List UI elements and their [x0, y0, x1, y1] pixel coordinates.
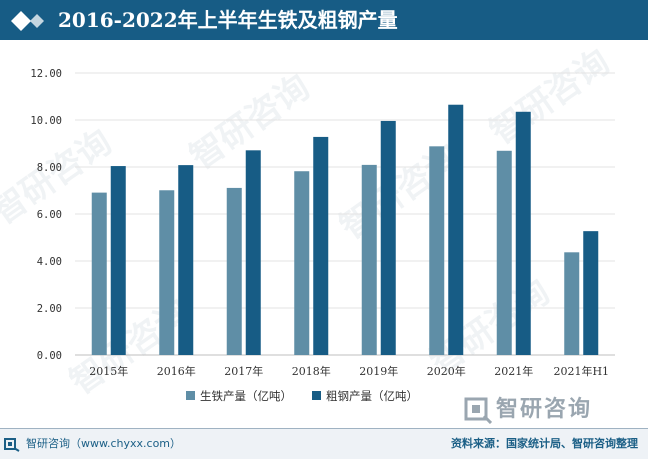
y-tick-label: 2.00	[37, 303, 62, 315]
page-title: 2016-2022年上半年生铁及粗钢产量	[58, 8, 398, 32]
y-tick-label: 0.00	[37, 350, 62, 362]
bar-crude-steel	[583, 231, 599, 355]
bar-crude-steel	[245, 150, 261, 355]
bar-pig-iron	[294, 171, 310, 355]
footer-website: 智研咨询（www.chyxx.com）	[26, 437, 182, 450]
x-tick-label: 2018年	[292, 364, 331, 378]
bar-pig-iron	[496, 150, 512, 355]
bar-crude-steel	[313, 136, 329, 355]
footer-logo-icon	[4, 438, 20, 452]
bar-crude-steel	[515, 111, 531, 356]
bar-pig-iron	[91, 192, 107, 355]
title-bar: 2016-2022年上半年生铁及粗钢产量	[0, 0, 648, 40]
footer: 智研咨询（www.chyxx.com） 资料来源：国家统计局、智研咨询整理	[0, 429, 648, 459]
y-axis: 0.00 2.00 4.00 6.00 8.00 10.00 12.00	[30, 68, 62, 362]
legend-label: 粗钢产量（亿吨）	[326, 389, 418, 403]
legend-swatch	[186, 391, 195, 400]
chart: 0.00 2.00 4.00 6.00 8.00 10.00 12.00 2015年 2016…	[30, 68, 615, 403]
footer-divider	[0, 428, 648, 429]
bar-crude-steel	[448, 104, 464, 355]
y-tick-label: 4.00	[37, 256, 62, 268]
bar-pig-iron	[564, 252, 580, 355]
x-tick-label: 2017年	[224, 364, 263, 378]
x-axis: 2015年 2016年 2017年 2018年 2019年 2020年 2021年 2021年…	[89, 364, 609, 378]
y-tick-label: 8.00	[37, 162, 62, 174]
grid-lines	[75, 72, 615, 356]
y-tick-label: 6.00	[37, 209, 62, 221]
footer-source: 资料来源：国家统计局、智研咨询整理	[451, 437, 638, 450]
x-tick-label: 2016年	[157, 364, 196, 378]
x-tick-label: 2019年	[359, 364, 398, 378]
x-tick-label: 2015年	[89, 364, 128, 378]
bar-crude-steel	[178, 165, 194, 355]
y-tick-label: 10.00	[30, 115, 62, 127]
brand-logo-icon	[464, 397, 492, 424]
x-tick-label: 2020年	[427, 364, 466, 378]
bar-crude-steel	[110, 166, 126, 355]
bars	[91, 104, 599, 356]
legend-swatch	[312, 391, 321, 400]
brand-name: 智研咨询	[496, 397, 593, 422]
bar-crude-steel	[380, 120, 396, 355]
bar-pig-iron	[159, 190, 175, 355]
bar-pig-iron	[429, 146, 445, 355]
x-tick-label: 2021年H1	[553, 364, 609, 378]
legend-label: 生铁产量（亿吨）	[200, 389, 292, 403]
bar-pig-iron	[361, 164, 377, 355]
y-tick-label: 12.00	[30, 68, 62, 80]
brand-logo: 智研咨询	[464, 395, 644, 425]
x-tick-label: 2021年	[494, 364, 533, 378]
diamond-logo-icon	[11, 11, 44, 31]
bar-pig-iron	[226, 187, 242, 355]
legend: 生铁产量（亿吨） 粗钢产量（亿吨）	[186, 389, 418, 403]
